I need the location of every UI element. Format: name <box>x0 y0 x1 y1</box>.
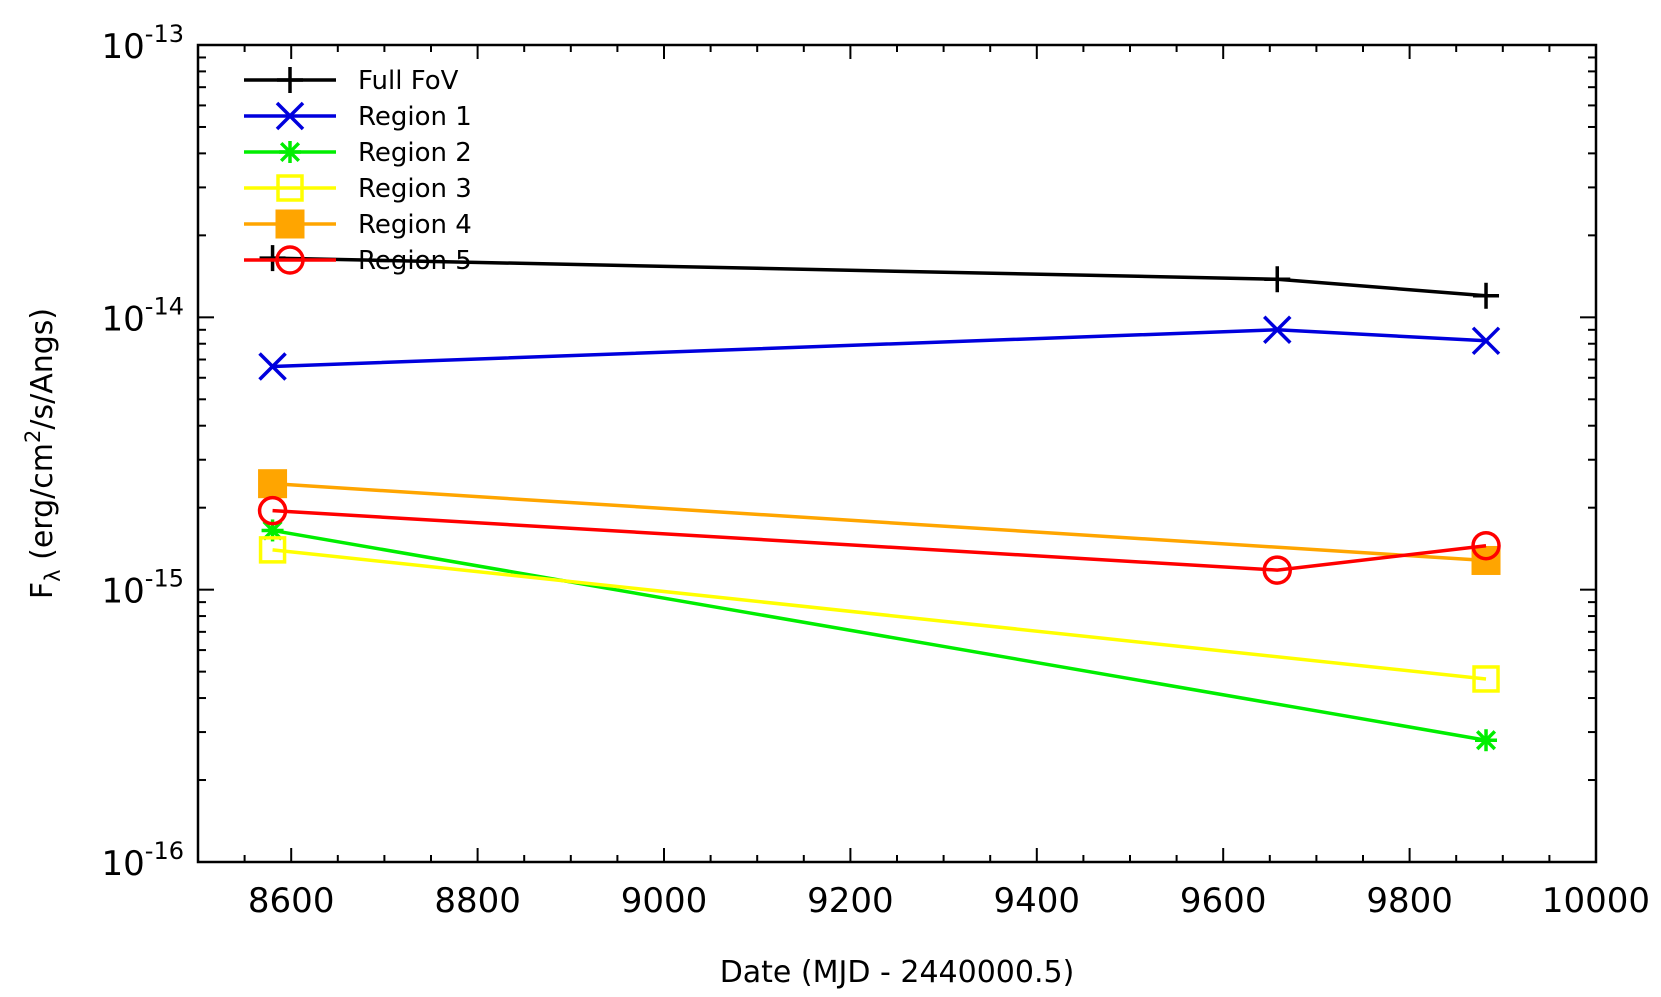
legend-marker <box>275 245 305 275</box>
y-axis-title-suffix: /s/Angs) <box>25 308 60 430</box>
y-tick-label: 10-14 <box>102 292 184 339</box>
data-point <box>258 469 288 499</box>
legend-label: Region 5 <box>358 246 472 276</box>
data-point <box>1264 266 1291 293</box>
legend-entry: Region 4 <box>244 209 472 240</box>
x-axis-title: Date (MJD - 2440000.5) <box>720 955 1075 990</box>
legend-marker <box>279 141 301 163</box>
legend-marker <box>275 209 305 239</box>
data-point <box>258 536 287 564</box>
x-tick-label: 9000 <box>621 881 708 921</box>
data-point <box>1263 315 1292 345</box>
data-point <box>1471 326 1501 356</box>
series-5 <box>257 495 1501 585</box>
legend-entry: Region 5 <box>244 245 472 276</box>
series-line <box>272 481 1487 563</box>
legend-label: Region 3 <box>358 174 472 204</box>
y-tick-label-exponent: -14 <box>145 292 184 320</box>
y-tick-label-base: 10 <box>102 27 145 67</box>
y-tick-label: 10-13 <box>102 20 184 67</box>
data-point <box>1471 530 1501 561</box>
legend-entry: Full FoV <box>244 66 459 96</box>
legend-marker <box>276 174 304 202</box>
series-1 <box>258 315 1501 381</box>
series-line <box>272 328 1487 369</box>
legend-entry: Region 3 <box>244 174 472 204</box>
data-point <box>1473 282 1500 309</box>
legend-entry: Region 1 <box>244 101 472 132</box>
y-tick-label: 10-16 <box>102 837 184 884</box>
y-tick-label-exponent: -16 <box>145 837 184 865</box>
data-point <box>1475 729 1498 752</box>
ticks-layer: 8600 8800 9000 9200 9400 9600 9800 1000010-1310… <box>102 20 1651 921</box>
series-line <box>272 528 1487 742</box>
legend-label: Region 1 <box>358 102 472 132</box>
y-tick-label-base: 10 <box>102 572 145 612</box>
x-tick-label: 10000 <box>1542 881 1650 921</box>
data-point <box>257 495 288 526</box>
data-point <box>1262 555 1293 585</box>
y-axis-title: Fλ (erg/cm2/s/Angs) <box>21 308 65 599</box>
series-3 <box>258 536 1500 693</box>
series-line <box>272 548 1487 681</box>
legend: Full FoV Region 1 Region 2 Region 3 Region 4… <box>244 66 472 276</box>
y-tick-label-base: 10 <box>102 844 145 884</box>
series-0 <box>259 245 1500 309</box>
y-tick-label-base: 10 <box>102 299 145 339</box>
x-tick-label: 9600 <box>1180 881 1267 921</box>
y-axis-title-superscript: 2 <box>21 430 45 443</box>
y-axis-title-prefix: (erg/cm <box>25 443 60 569</box>
y-tick-label-exponent: -15 <box>145 565 184 593</box>
data-point <box>258 352 287 381</box>
legend-marker <box>277 67 303 93</box>
y-axis-title-subscript: λ <box>41 569 65 581</box>
plot-frame <box>196 43 1598 864</box>
y-axis-title-main: F <box>25 582 60 599</box>
y-tick-label: 10-15 <box>102 565 184 612</box>
data-point <box>259 245 286 272</box>
x-tick-label: 9400 <box>994 881 1081 921</box>
legend-label: Region 2 <box>358 138 472 168</box>
series-line <box>272 508 1487 572</box>
x-tick-label: 8600 <box>248 881 335 921</box>
series-layer <box>257 245 1501 752</box>
y-tick-label-exponent: -13 <box>145 20 184 48</box>
data-point <box>1472 665 1500 693</box>
legend-label: Region 4 <box>358 210 472 240</box>
legend-label: Full FoV <box>358 66 459 96</box>
legend-marker <box>275 101 305 131</box>
series-2 <box>261 519 1498 752</box>
x-tick-label: 8800 <box>434 881 521 921</box>
legend-entry: Region 2 <box>244 138 472 168</box>
x-tick-label: 9200 <box>807 881 894 921</box>
x-tick-label: 9800 <box>1366 881 1453 921</box>
